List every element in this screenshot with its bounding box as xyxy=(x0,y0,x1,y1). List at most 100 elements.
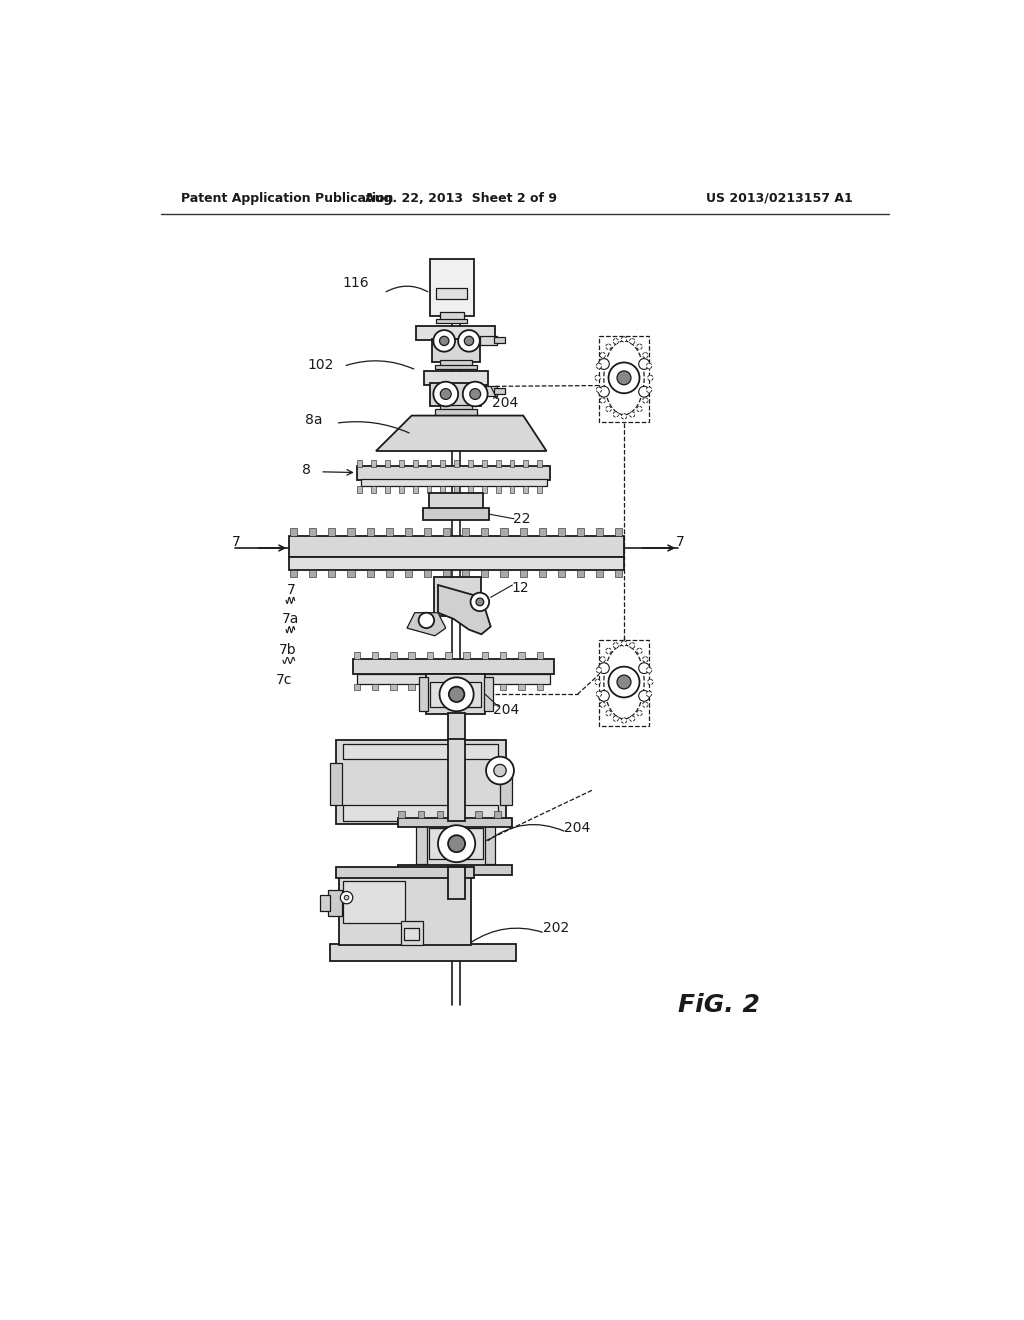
Bar xyxy=(558,570,565,577)
Bar xyxy=(518,652,524,659)
Text: 204: 204 xyxy=(492,396,518,411)
Text: 7: 7 xyxy=(232,535,241,549)
Circle shape xyxy=(596,668,602,673)
Bar xyxy=(439,313,464,321)
Circle shape xyxy=(600,397,605,403)
Circle shape xyxy=(606,407,611,412)
Circle shape xyxy=(419,612,434,628)
Bar xyxy=(417,824,427,863)
Bar xyxy=(404,528,412,536)
Circle shape xyxy=(637,710,642,715)
Text: Patent Application Publication: Patent Application Publication xyxy=(180,191,393,205)
Bar xyxy=(336,739,506,825)
Bar xyxy=(615,570,623,577)
Bar xyxy=(339,874,471,945)
Circle shape xyxy=(643,352,648,358)
Bar xyxy=(482,487,486,492)
Circle shape xyxy=(630,643,635,648)
Circle shape xyxy=(622,718,627,723)
Text: 22: 22 xyxy=(513,512,530,525)
Circle shape xyxy=(464,337,474,346)
Bar xyxy=(455,461,459,467)
Bar xyxy=(390,684,396,690)
Circle shape xyxy=(637,407,642,412)
Circle shape xyxy=(606,648,611,653)
Bar xyxy=(436,318,467,323)
Text: 204: 204 xyxy=(494,702,519,717)
Bar xyxy=(523,487,528,492)
Bar xyxy=(596,528,603,536)
Bar xyxy=(494,337,505,343)
Bar xyxy=(464,684,470,690)
Bar xyxy=(419,677,428,711)
Circle shape xyxy=(637,648,642,653)
Bar xyxy=(309,570,316,577)
Bar xyxy=(353,684,360,690)
Bar xyxy=(404,570,412,577)
Circle shape xyxy=(433,330,455,351)
Circle shape xyxy=(598,387,609,397)
Bar xyxy=(424,821,487,867)
Bar xyxy=(424,528,431,536)
Bar xyxy=(518,684,524,690)
Bar xyxy=(496,487,501,492)
Bar xyxy=(464,652,470,659)
Bar xyxy=(440,461,445,467)
Text: Aug. 22, 2013  Sheet 2 of 9: Aug. 22, 2013 Sheet 2 of 9 xyxy=(366,191,557,205)
Circle shape xyxy=(630,338,635,345)
Bar xyxy=(347,528,354,536)
Bar xyxy=(367,528,374,536)
Bar xyxy=(427,487,431,492)
Bar xyxy=(430,682,481,706)
Circle shape xyxy=(596,363,602,368)
Bar xyxy=(510,487,514,492)
Bar xyxy=(537,652,543,659)
Bar xyxy=(427,684,433,690)
Bar xyxy=(321,895,330,911)
Circle shape xyxy=(613,338,618,345)
Circle shape xyxy=(608,667,640,697)
Text: 12: 12 xyxy=(511,581,529,595)
Text: 7: 7 xyxy=(676,535,684,549)
Bar xyxy=(352,659,554,675)
Bar xyxy=(357,675,550,684)
Bar xyxy=(417,326,496,341)
Circle shape xyxy=(433,381,458,407)
Bar xyxy=(400,921,423,945)
Bar xyxy=(475,812,481,818)
Circle shape xyxy=(476,598,483,606)
Bar xyxy=(436,288,467,298)
Bar xyxy=(430,259,474,317)
Circle shape xyxy=(600,656,605,663)
Circle shape xyxy=(643,702,648,708)
Text: 7b: 7b xyxy=(279,643,297,656)
Circle shape xyxy=(600,352,605,358)
Bar xyxy=(430,383,481,407)
Bar xyxy=(484,824,496,863)
Bar xyxy=(403,928,420,940)
Bar xyxy=(330,944,515,961)
Bar xyxy=(445,652,452,659)
Bar xyxy=(397,817,512,826)
Bar xyxy=(372,461,376,467)
Circle shape xyxy=(630,412,635,417)
Bar xyxy=(500,684,507,690)
Bar xyxy=(599,335,649,422)
Text: 8: 8 xyxy=(302,463,310,478)
Bar xyxy=(480,335,497,345)
Circle shape xyxy=(606,345,611,350)
Circle shape xyxy=(647,375,653,380)
Circle shape xyxy=(340,891,352,904)
Bar xyxy=(435,409,477,416)
Bar xyxy=(289,557,624,570)
Bar xyxy=(409,684,415,690)
Text: 102: 102 xyxy=(307,358,334,372)
Bar xyxy=(426,675,485,714)
Circle shape xyxy=(439,337,449,346)
Circle shape xyxy=(646,387,651,392)
Bar xyxy=(558,528,565,536)
Bar xyxy=(481,684,488,690)
Circle shape xyxy=(494,764,506,776)
Circle shape xyxy=(458,330,480,351)
Bar xyxy=(439,405,472,411)
